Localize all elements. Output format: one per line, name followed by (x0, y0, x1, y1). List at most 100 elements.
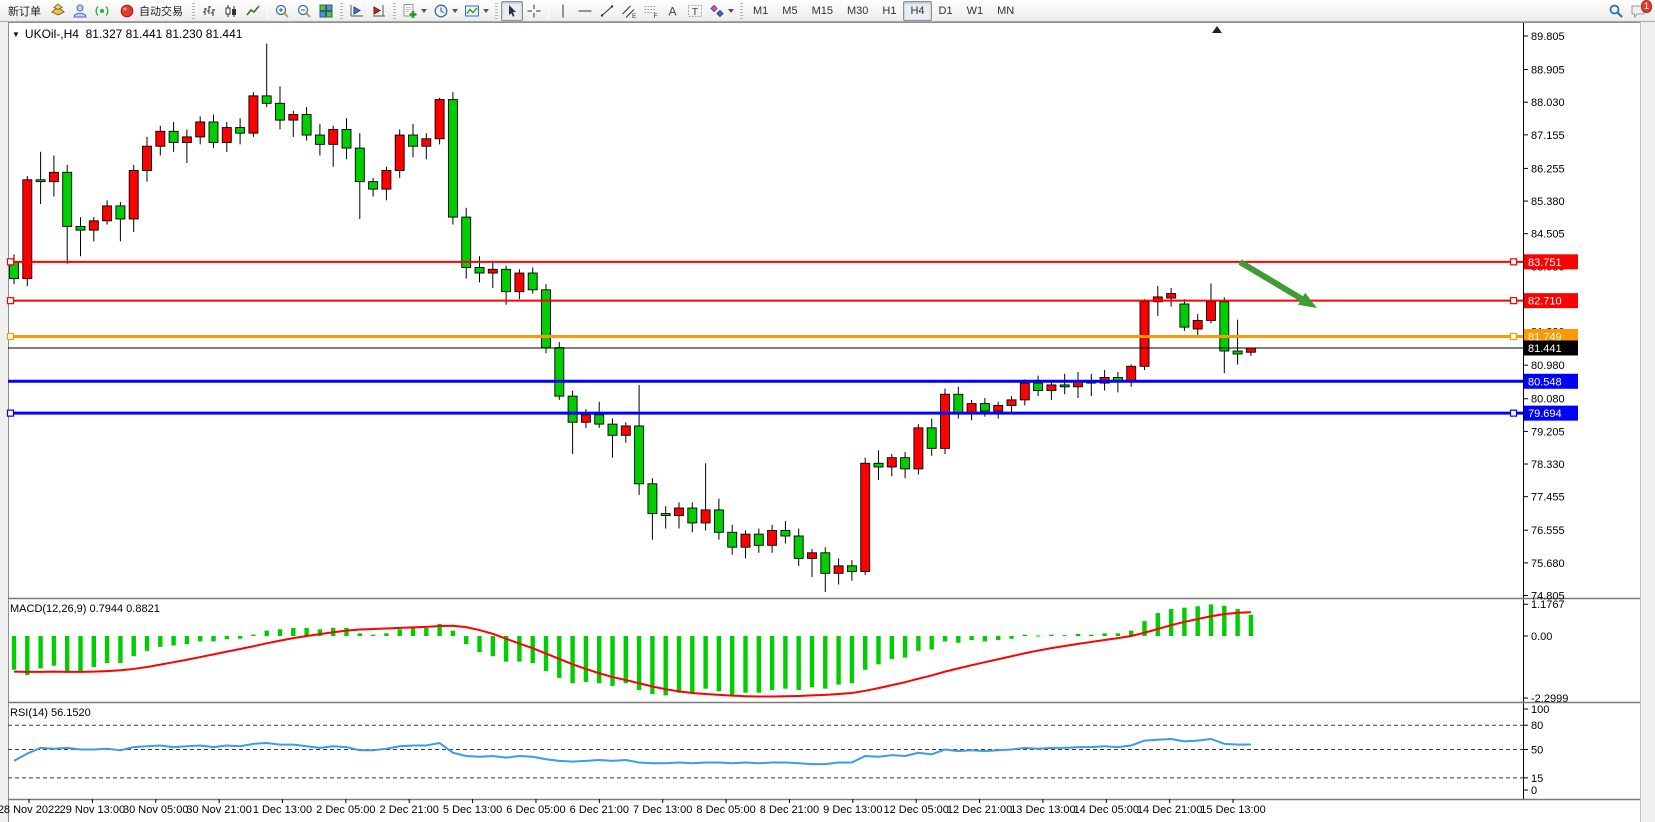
line-handle[interactable] (1509, 258, 1518, 266)
macd-histogram-bar (969, 636, 974, 641)
crosshair-tool-button[interactable] (523, 1, 545, 21)
timeframe-m1-button[interactable]: M1 (753, 4, 769, 17)
bear-candle (261, 95, 272, 104)
trendline-tool-button[interactable] (596, 1, 618, 21)
timeframe-d1-button[interactable]: D1 (938, 4, 953, 17)
macd-histogram-bar (291, 627, 296, 636)
timeframe-m15-button[interactable]: M15 (811, 4, 833, 17)
price-badge (1524, 293, 1578, 309)
bear-candle (873, 462, 884, 468)
timeframe-h4-button[interactable]: H4 (903, 0, 932, 21)
chart-shift-marker-icon[interactable] (1212, 26, 1222, 33)
price-tick-label: 88.905 (1531, 65, 1565, 77)
notifications-button[interactable]: 1 (1627, 0, 1652, 21)
candlestick-chart-button[interactable] (220, 1, 242, 21)
zoom-in-button[interactable] (271, 1, 293, 21)
indicators-button[interactable] (399, 1, 430, 21)
price-tick-label: 84.505 (1531, 229, 1565, 241)
auto-scroll-button[interactable] (346, 1, 368, 21)
arrows-tool-button[interactable] (706, 1, 737, 21)
trend-arrow-annotation[interactable] (1238, 259, 1317, 308)
macd-histogram-bar (384, 633, 389, 636)
horizontal-line-tool-button[interactable] (574, 1, 596, 21)
bull-candle (1019, 382, 1030, 401)
macd-histogram-bar (171, 636, 176, 646)
toolbar-separator (267, 2, 268, 19)
profile-button[interactable] (69, 1, 91, 21)
price-tick-label: 79.205 (1531, 426, 1565, 438)
bear-candle (474, 266, 485, 274)
dropdown-caret-icon (483, 8, 489, 13)
line-handle[interactable] (1509, 297, 1518, 305)
macd-histogram-bar (397, 629, 402, 636)
signals-button[interactable] (91, 1, 113, 21)
timeframe-w1-button[interactable]: W1 (966, 4, 984, 17)
line-handle[interactable] (6, 258, 15, 266)
price-badge (1524, 340, 1578, 356)
zoom-in-icon (275, 4, 289, 18)
bull-candle (514, 272, 525, 293)
price-badge-label: 80.548 (1528, 376, 1562, 388)
bull-candle (1006, 399, 1017, 406)
chart-collapse-icon[interactable]: ▼ (12, 30, 20, 39)
line-handle[interactable] (6, 409, 15, 417)
line-chart-button[interactable] (242, 1, 264, 21)
fibonacci-tool-button[interactable]: F (640, 1, 662, 21)
clock-icon (434, 4, 448, 17)
chart-shift-button[interactable] (368, 1, 390, 21)
market-watch-button[interactable] (47, 1, 69, 21)
dropdown-caret-icon (728, 8, 734, 13)
macd-histogram-bar (849, 636, 855, 684)
zoom-out-button[interactable] (293, 1, 315, 21)
line-chart-icon (246, 5, 260, 15)
macd-histogram-bar (131, 636, 136, 657)
svg-text:A: A (669, 4, 677, 18)
macd-histogram-bar (570, 636, 575, 684)
timeframe-h1-button[interactable]: H1 (882, 4, 897, 17)
templates-button[interactable] (461, 1, 492, 21)
macd-histogram-bar (251, 634, 256, 636)
timeframe-m5-button[interactable]: M5 (782, 4, 798, 17)
line-handle[interactable] (6, 297, 15, 305)
macd-histogram-bar (530, 636, 535, 663)
time-tick-label: 5 Dec 13:00 (443, 804, 502, 816)
macd-histogram-bar (1022, 634, 1027, 636)
timeframe-m30-button[interactable]: M30 (846, 4, 869, 17)
macd-histogram-bar (1115, 633, 1121, 636)
periods-button[interactable] (430, 1, 461, 21)
vertical-line-tool-button[interactable] (552, 1, 574, 21)
macd-histogram-bar (889, 636, 894, 659)
text-tool-button[interactable]: A (662, 1, 684, 21)
line-handle[interactable] (1509, 409, 1518, 417)
macd-histogram-bar (317, 629, 323, 636)
chart-title: ▼ UKOil-,H4 81.327 81.441 81.230 81.441 (12, 27, 242, 41)
bull-candle (833, 565, 844, 574)
bear-candle (501, 268, 512, 293)
bear-candle (687, 507, 698, 524)
macd-histogram-bar (277, 629, 283, 636)
text-label-icon: T (688, 4, 702, 18)
new-order-button[interactable]: 新订单 (8, 5, 41, 18)
timeframe-mn-button[interactable]: MN (997, 4, 1015, 17)
search-button[interactable] (1605, 1, 1627, 21)
bull-candle (155, 130, 166, 147)
add-indicator-icon (403, 3, 417, 18)
dropdown-caret-icon (421, 8, 427, 13)
bear-candle (660, 513, 671, 516)
bear-candle (1232, 350, 1243, 355)
bar-chart-button[interactable] (198, 1, 220, 21)
text-label-tool-button[interactable]: T (684, 1, 706, 21)
tile-windows-button[interactable] (315, 1, 337, 21)
macd-histogram-bar (490, 636, 495, 657)
text-icon: A (669, 4, 677, 18)
bear-candle (727, 531, 738, 548)
channel-tool-button[interactable]: E (618, 1, 640, 21)
line-handle[interactable] (6, 332, 15, 341)
auto-trading-button[interactable]: 自动交易 (113, 1, 189, 21)
bear-candle (461, 216, 472, 268)
line-handle[interactable] (1509, 332, 1518, 341)
bear-candle (35, 179, 46, 183)
cursor-tool-button[interactable] (501, 0, 523, 21)
